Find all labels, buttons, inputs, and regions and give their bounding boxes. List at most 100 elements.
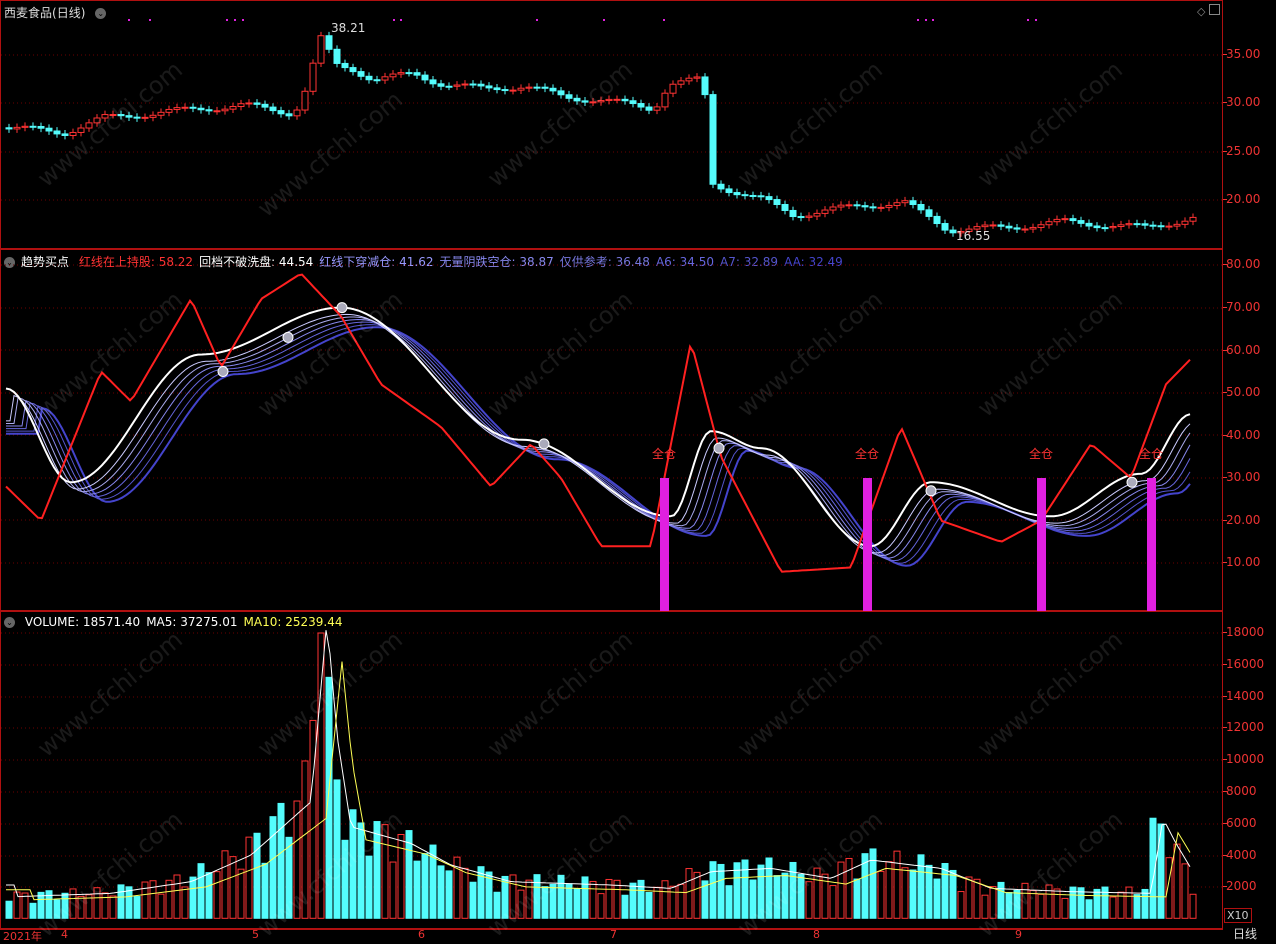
scroll-box-icon[interactable]: [1209, 4, 1220, 15]
indicator-tick: 30.00: [1222, 470, 1261, 484]
volume-bar: [685, 868, 693, 919]
candle-body: [261, 103, 269, 108]
candle-body: [525, 86, 533, 89]
indicator-chart[interactable]: 全仓 全仓 全仓 全仓: [1, 250, 1224, 612]
volume-bar: [733, 862, 741, 919]
ma5-line: [6, 630, 1191, 898]
candle-body: [1109, 225, 1117, 229]
period-tab[interactable]: 日线: [1233, 927, 1258, 941]
volume-bar: [1189, 893, 1197, 919]
candle-body: [13, 126, 21, 130]
candle-body: [677, 80, 685, 85]
candle-body: [981, 224, 989, 228]
candle-body: [517, 87, 525, 91]
candle-body: [597, 100, 605, 103]
volume-bar: [669, 885, 677, 919]
volume-bar: [541, 886, 549, 919]
candle-body: [773, 199, 781, 206]
volume-bar: [1133, 894, 1141, 919]
candle-body: [989, 224, 997, 227]
volume-bar: [285, 836, 293, 919]
volume-bar: [93, 887, 101, 919]
volume-bar: [45, 890, 53, 919]
candle-body: [965, 228, 973, 232]
price-pane[interactable]: 西麦食品(日线) ⌄ ◇ 38.21 16.55: [0, 0, 1224, 250]
candle-body: [341, 62, 349, 69]
month-label: 8: [813, 928, 820, 941]
event-marker: [234, 19, 236, 21]
candlestick-chart[interactable]: [1, 1, 1224, 250]
volume-bar: [629, 882, 637, 919]
volume-bar: [133, 896, 141, 919]
candle-body: [149, 114, 157, 118]
volume-pane[interactable]: ⌄ VOLUME: 18571.40 MA5: 37275.01 MA10: 252…: [0, 611, 1224, 930]
volume-bar: [805, 881, 813, 919]
ma-band-line: [6, 318, 1191, 559]
indicator-legend-item: 仅供参考: 36.48: [559, 255, 650, 269]
candle-body: [573, 97, 581, 102]
candle-body: [45, 127, 53, 132]
candle-body: [1125, 223, 1133, 226]
candle-body: [549, 87, 557, 92]
volume-bar: [61, 892, 69, 919]
candle-body: [949, 229, 957, 234]
candle-body: [29, 125, 37, 128]
candle-body: [1133, 223, 1141, 226]
price-tick: 25.00: [1222, 144, 1261, 158]
candle-body: [1093, 225, 1101, 229]
volume-legend-item: MA10: 25239.44: [243, 615, 343, 629]
price-tick: 30.00: [1222, 95, 1261, 109]
event-marker: [1035, 19, 1037, 21]
volume-bar: [989, 886, 997, 919]
volume-bar: [101, 892, 109, 919]
volume-bar: [13, 891, 21, 919]
indicator-tick: 10.00: [1222, 555, 1261, 569]
event-marker: [242, 19, 244, 21]
indicator-tick: 20.00: [1222, 513, 1261, 527]
signal-label: 全仓: [1139, 446, 1163, 461]
candle-body: [725, 188, 733, 194]
volume-legend-item: VOLUME: 18571.40: [24, 615, 141, 629]
volume-bar: [173, 874, 181, 919]
price-axis: 35.00 30.00 25.00 20.00: [1222, 0, 1276, 249]
candle-body: [117, 114, 125, 117]
volume-chart[interactable]: [1, 612, 1224, 930]
volume-bar: [1173, 843, 1181, 919]
volume-bar: [229, 856, 237, 919]
volume-bar: [589, 880, 597, 919]
volume-bar: [765, 857, 773, 919]
collapse-icon[interactable]: ⌄: [95, 8, 107, 19]
indicator-pane[interactable]: ⌄ 趋势买点 红线在上持股: 58.22 回档不破洗盘: 44.54 红线下穿减仓: …: [0, 249, 1224, 612]
volume-bar: [293, 800, 301, 919]
pane-controls[interactable]: ◇: [1197, 4, 1220, 18]
volume-bar: [749, 879, 757, 919]
candle-body: [557, 90, 565, 96]
event-marker: [925, 19, 927, 21]
candle-body: [589, 101, 597, 104]
volume-bar: [157, 893, 165, 919]
volume-bar: [645, 891, 653, 919]
candle-body: [893, 202, 901, 206]
candle-body: [293, 109, 301, 117]
volume-bar: [501, 875, 509, 919]
diamond-icon[interactable]: ◇: [1197, 5, 1206, 18]
collapse-icon[interactable]: ⌄: [4, 257, 15, 268]
volume-bar: [397, 834, 405, 919]
signal-bar: [1147, 478, 1156, 612]
signal-bar: [863, 478, 872, 612]
volume-bar: [149, 880, 157, 919]
volume-bar: [1141, 888, 1149, 919]
collapse-icon[interactable]: ⌄: [4, 617, 15, 628]
candle-body: [309, 62, 317, 92]
candle-body: [1117, 224, 1125, 227]
volume-tick: 6000: [1223, 816, 1257, 830]
volume-bar: [677, 883, 685, 919]
volume-bar: [309, 719, 317, 919]
ma-band-line: [6, 326, 1191, 567]
candle-body: [1013, 227, 1021, 230]
volume-axis: 18000 16000 14000 12000 10000 8000 6000 …: [1222, 611, 1276, 929]
volume-bar: [213, 871, 221, 919]
signal-bar: [660, 478, 669, 612]
candle-body: [173, 107, 181, 110]
volume-bar: [373, 821, 381, 919]
